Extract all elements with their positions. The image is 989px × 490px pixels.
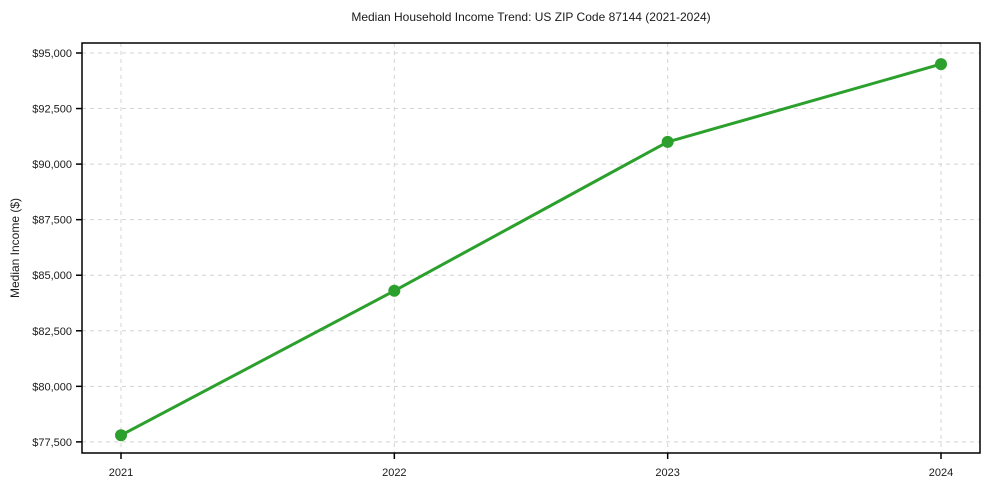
data-point-2023 xyxy=(661,135,674,148)
y-tick-label: $82,500 xyxy=(32,326,72,338)
data-point-2024 xyxy=(935,58,947,71)
x-tick-label: 2024 xyxy=(929,467,953,479)
y-tick-label: $92,500 xyxy=(32,104,72,116)
y-tick-label: $80,000 xyxy=(32,381,72,393)
tick-labels: $77,500 $80,000 $82,500 $85,000 $87,500 $90,0… xyxy=(32,48,953,479)
chart-title: Median Household Income Trend: US ZIP Co… xyxy=(351,10,711,24)
data-point-2021 xyxy=(115,429,127,442)
plot-border xyxy=(81,42,981,454)
trend-line xyxy=(119,62,943,437)
axes xyxy=(76,42,981,459)
x-tick-label: 2022 xyxy=(382,467,406,479)
income-series xyxy=(115,58,947,442)
y-tick-label: $77,500 xyxy=(32,437,72,449)
y-tick-label: $95,000 xyxy=(32,48,72,60)
y-tick-label: $90,000 xyxy=(32,159,72,171)
gridlines xyxy=(82,43,980,453)
x-tick-label: 2023 xyxy=(655,467,679,479)
y-tick-label: $87,500 xyxy=(32,215,72,227)
y-axis-title: Median Income ($) xyxy=(8,197,22,299)
x-tick-label: 2021 xyxy=(109,467,133,479)
y-tick-label: $85,000 xyxy=(32,270,72,282)
data-point-2022 xyxy=(388,284,401,297)
